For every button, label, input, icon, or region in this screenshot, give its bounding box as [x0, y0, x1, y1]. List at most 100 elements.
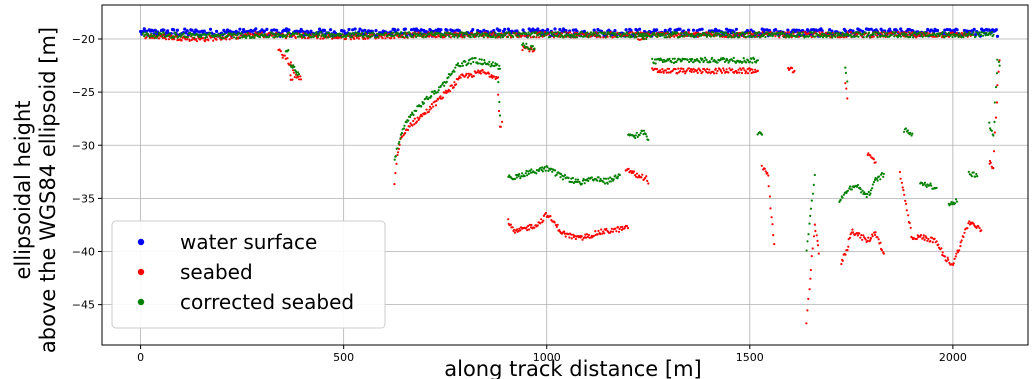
- point-water-surface: [774, 28, 778, 32]
- point-water-surface: [515, 29, 519, 33]
- point-corrected-seabed: [399, 33, 402, 36]
- point-seabed: [165, 38, 168, 41]
- legend-label-seabed: seabed: [180, 260, 253, 284]
- point-seabed: [851, 231, 855, 234]
- point-seabed: [940, 247, 943, 250]
- point-seabed: [615, 230, 618, 233]
- point-seabed: [452, 86, 455, 89]
- point-seabed: [846, 97, 849, 100]
- point-water-surface: [208, 27, 213, 31]
- point-corrected-seabed: [921, 35, 924, 38]
- point-corrected-seabed: [990, 129, 994, 132]
- point-corrected-seabed: [316, 35, 320, 39]
- point-corrected-seabed: [399, 31, 403, 34]
- point-corrected-seabed: [711, 31, 715, 34]
- point-corrected-seabed: [805, 249, 808, 252]
- point-corrected-seabed: [303, 35, 306, 39]
- point-water-surface: [851, 29, 855, 33]
- point-corrected-seabed: [190, 34, 193, 38]
- point-corrected-seabed: [642, 38, 645, 41]
- point-corrected-seabed: [678, 35, 681, 39]
- point-seabed: [587, 233, 591, 237]
- point-corrected-seabed: [646, 34, 650, 38]
- point-water-surface: [888, 27, 892, 31]
- point-corrected-seabed: [730, 36, 733, 39]
- point-corrected-seabed: [295, 32, 299, 35]
- point-seabed: [746, 72, 750, 75]
- point-seabed: [497, 109, 501, 113]
- point-water-surface: [635, 28, 639, 33]
- point-seabed: [544, 211, 548, 215]
- point-seabed: [745, 70, 748, 73]
- point-corrected-seabed: [962, 36, 965, 39]
- point-corrected-seabed: [541, 32, 544, 35]
- point-seabed: [528, 228, 531, 231]
- point-seabed: [443, 91, 446, 94]
- point-corrected-seabed: [626, 32, 629, 35]
- point-corrected-seabed: [238, 36, 241, 39]
- point-corrected-seabed: [990, 31, 994, 34]
- point-seabed: [421, 115, 424, 118]
- point-seabed: [430, 107, 433, 110]
- point-seabed: [564, 235, 567, 238]
- point-corrected-seabed: [733, 32, 737, 36]
- legend-marker-water-surface: [137, 238, 145, 246]
- point-corrected-seabed: [461, 34, 464, 37]
- point-seabed: [194, 38, 198, 41]
- point-seabed: [202, 36, 205, 40]
- point-corrected-seabed: [602, 180, 605, 184]
- point-water-surface: [982, 28, 986, 32]
- point-seabed: [706, 67, 709, 71]
- point-corrected-seabed: [865, 195, 868, 199]
- point-corrected-seabed: [460, 31, 463, 34]
- point-water-surface: [228, 29, 232, 33]
- point-water-surface: [270, 28, 274, 32]
- point-corrected-seabed: [579, 35, 583, 38]
- point-corrected-seabed: [433, 34, 436, 37]
- point-seabed: [609, 230, 613, 233]
- point-corrected-seabed: [467, 62, 470, 65]
- point-seabed: [625, 225, 629, 228]
- point-corrected-seabed: [737, 36, 741, 39]
- point-corrected-seabed: [963, 31, 966, 34]
- point-seabed: [901, 186, 904, 189]
- point-seabed: [746, 68, 749, 71]
- point-seabed: [319, 37, 322, 40]
- point-corrected-seabed: [490, 64, 493, 67]
- point-corrected-seabed: [353, 33, 356, 36]
- point-water-surface: [250, 29, 254, 33]
- point-corrected-seabed: [527, 172, 530, 175]
- point-corrected-seabed: [422, 102, 426, 105]
- point-corrected-seabed: [862, 36, 865, 39]
- point-corrected-seabed: [947, 31, 951, 34]
- point-corrected-seabed: [869, 189, 873, 192]
- point-seabed: [816, 244, 820, 247]
- point-seabed: [585, 233, 589, 236]
- point-seabed: [841, 259, 844, 262]
- point-corrected-seabed: [861, 32, 865, 36]
- point-corrected-seabed: [616, 36, 619, 39]
- point-seabed: [195, 40, 199, 43]
- point-corrected-seabed: [571, 176, 575, 180]
- point-seabed: [490, 74, 493, 77]
- point-seabed: [753, 71, 756, 74]
- point-seabed: [623, 227, 626, 230]
- point-corrected-seabed: [989, 33, 992, 36]
- point-seabed: [292, 71, 295, 74]
- point-seabed: [461, 36, 464, 39]
- point-seabed: [281, 56, 284, 59]
- point-corrected-seabed: [492, 34, 495, 37]
- point-seabed: [699, 69, 702, 72]
- point-corrected-seabed: [985, 31, 988, 34]
- point-corrected-seabed: [777, 34, 780, 38]
- point-corrected-seabed: [535, 172, 538, 175]
- point-water-surface: [945, 27, 949, 32]
- point-corrected-seabed: [782, 35, 786, 39]
- point-water-surface: [503, 27, 507, 31]
- point-water-surface: [858, 28, 862, 32]
- point-water-surface: [962, 28, 967, 33]
- point-water-surface: [972, 27, 976, 31]
- point-corrected-seabed: [641, 33, 644, 36]
- point-seabed: [736, 71, 739, 74]
